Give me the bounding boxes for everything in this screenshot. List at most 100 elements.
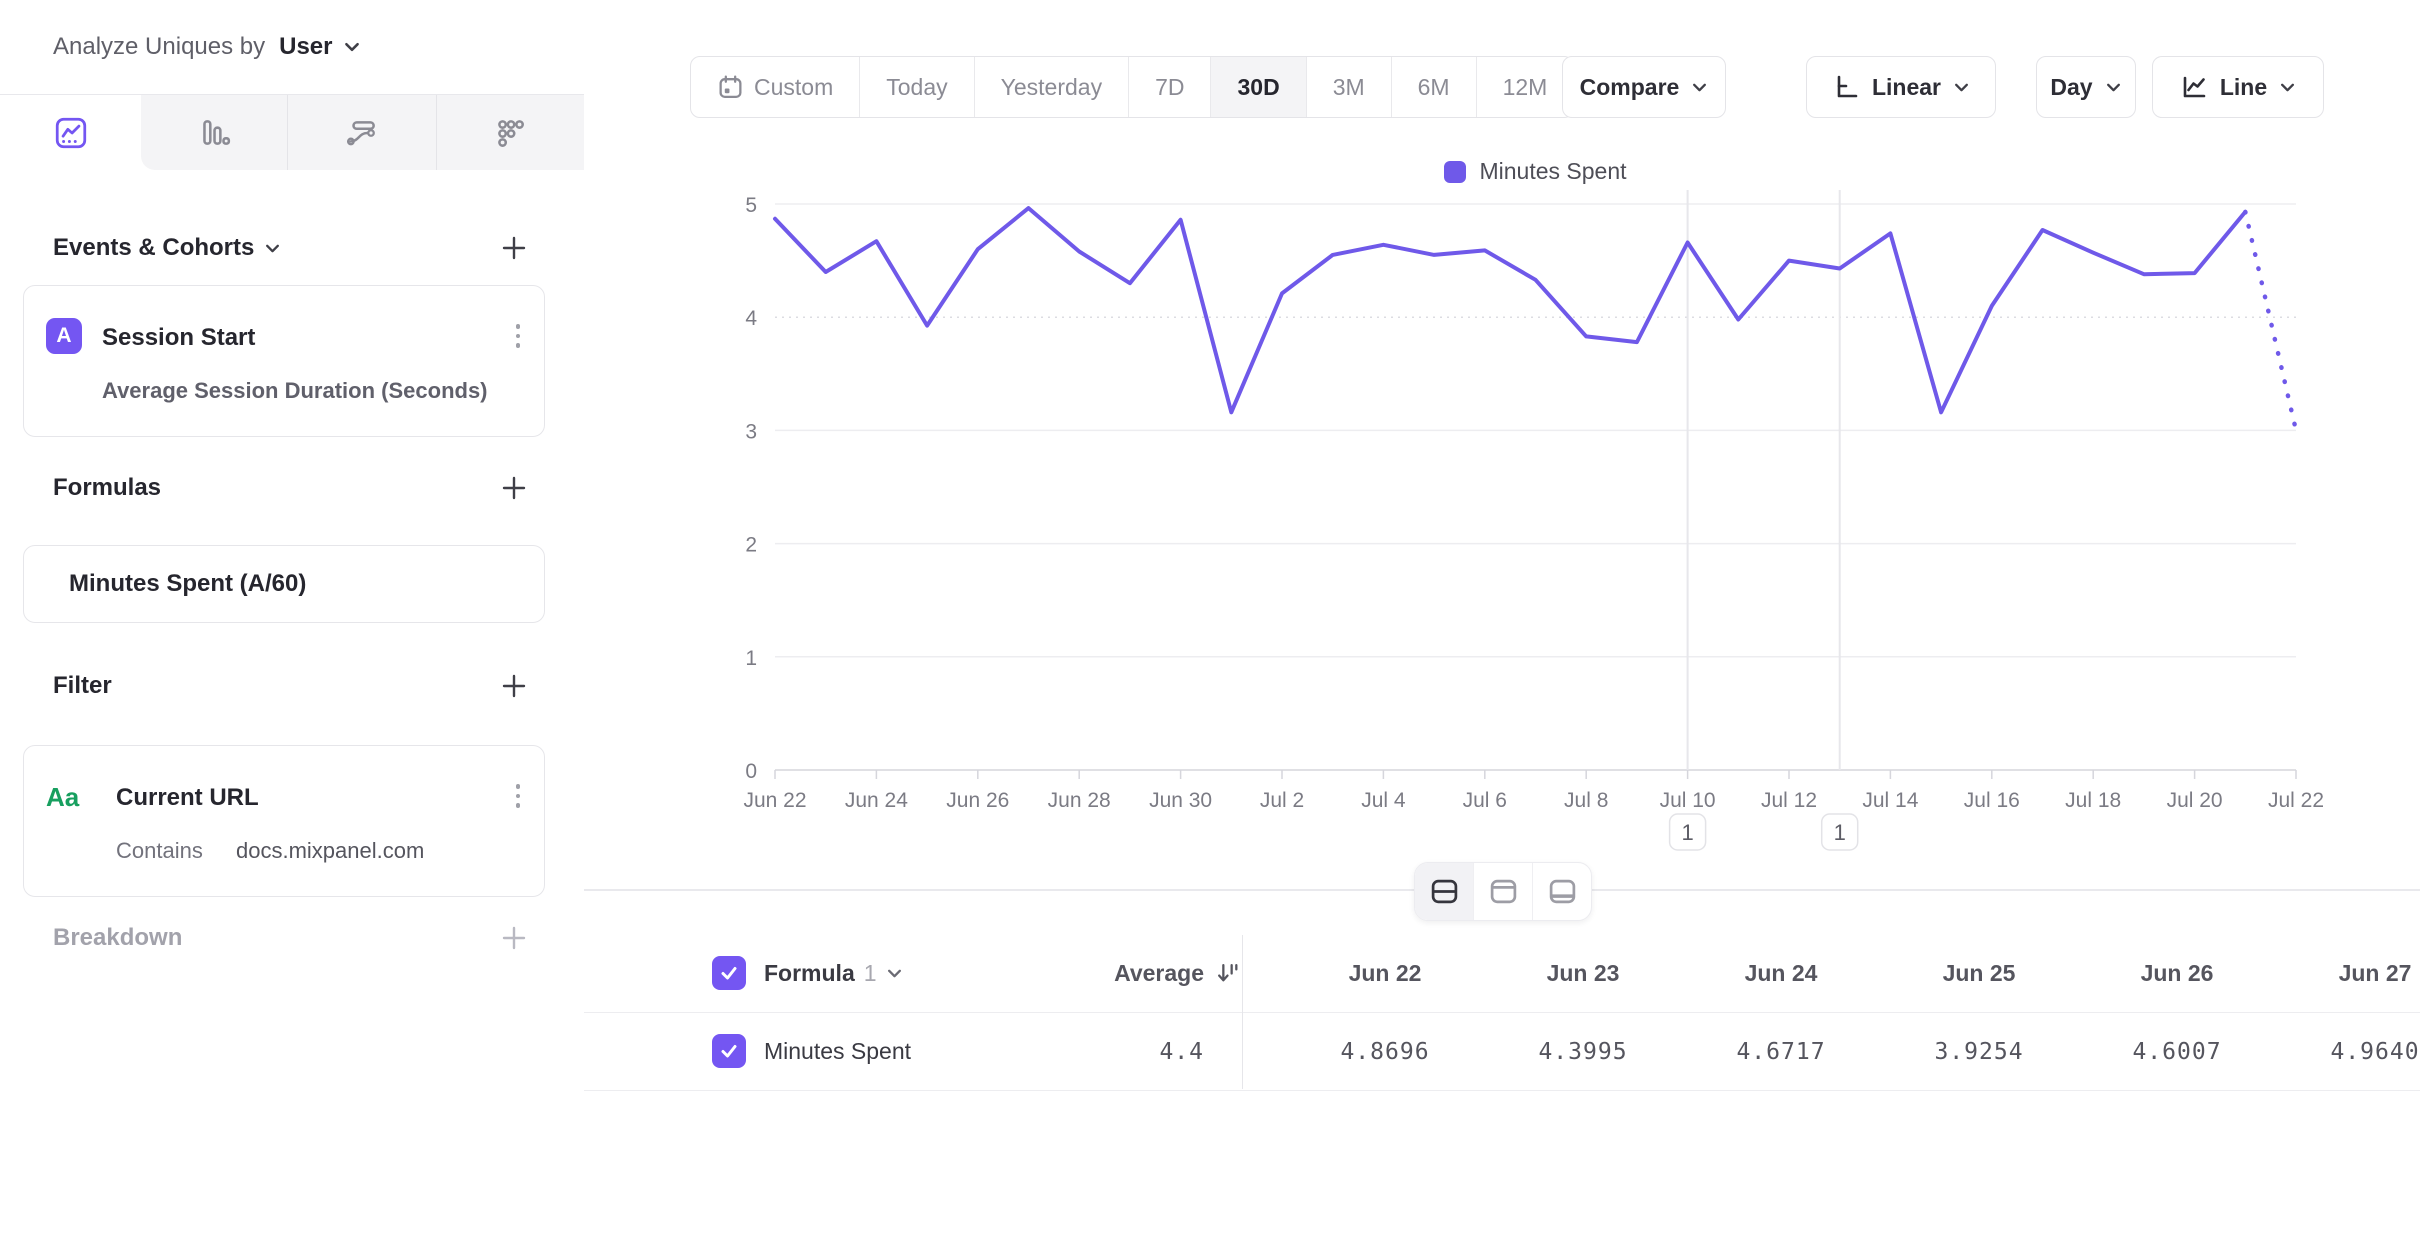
event-aggregation[interactable]: Average Session Duration (Seconds) xyxy=(102,378,488,403)
date-range-control: Custom Today Yesterday 7D 30D 3M 6M 12M xyxy=(690,56,1575,118)
compare-label: Compare xyxy=(1579,73,1680,100)
chart-top-view-button[interactable] xyxy=(1473,863,1532,920)
formulas-section-title: Formulas xyxy=(53,474,162,501)
formula-card[interactable]: Minutes Spent (A/60) xyxy=(23,545,545,623)
date-range-label: Custom xyxy=(754,73,834,100)
interval-label: Day xyxy=(2050,73,2093,100)
date-range-custom[interactable]: Custom xyxy=(691,57,859,117)
add-breakdown-button[interactable] xyxy=(499,923,529,953)
date-range-yesterday[interactable]: Yesterday xyxy=(973,57,1128,117)
average-column-header[interactable]: Average xyxy=(1114,960,1204,986)
x-axis-label: Jul 4 xyxy=(1361,789,1406,812)
x-axis-label: Jun 28 xyxy=(1048,789,1111,812)
y-axis-label: 5 xyxy=(745,194,757,217)
series-name[interactable]: Minutes Spent xyxy=(764,1038,912,1064)
event-card[interactable]: A Session Start Average Session Duration… xyxy=(23,285,545,437)
chart-top-view-icon xyxy=(1490,879,1516,904)
series-average-value: 4.4 xyxy=(1159,1038,1204,1065)
y-axis-label: 0 xyxy=(745,760,757,783)
scale-button[interactable]: Linear xyxy=(1806,56,1996,118)
x-axis-label: Jun 30 xyxy=(1149,789,1212,812)
chevron-down-icon xyxy=(2106,83,2120,91)
x-axis-label: Jun 22 xyxy=(743,789,806,812)
series-value-cell: 4.8696 xyxy=(1340,1038,1430,1065)
date-range-3m[interactable]: 3M xyxy=(1305,57,1391,117)
date-column-header[interactable]: Jun 26 xyxy=(2140,960,2214,986)
date-range-label: 3M xyxy=(1332,73,1365,100)
scale-label: Linear xyxy=(1871,73,1942,100)
add-filter-button[interactable] xyxy=(499,671,529,701)
table-bottom-view-button[interactable] xyxy=(1532,863,1591,920)
sort-icon[interactable] xyxy=(1214,960,1241,992)
filter-operator[interactable]: Contains xyxy=(116,838,203,863)
compare-button[interactable]: Compare xyxy=(1562,56,1726,118)
x-axis-label: Jul 14 xyxy=(1862,789,1918,812)
date-range-7d[interactable]: 7D xyxy=(1128,57,1210,117)
formula-expression[interactable]: Minutes Spent (A/60) xyxy=(69,570,307,597)
chevron-down-icon xyxy=(266,244,280,252)
event-kebab-menu[interactable] xyxy=(515,324,520,348)
formula-header[interactable]: Formula 1 xyxy=(764,935,903,1012)
analyze-uniques-value[interactable]: User xyxy=(279,33,333,60)
insights-line-tab[interactable] xyxy=(0,95,141,170)
date-range-label: Yesterday xyxy=(1000,73,1103,100)
annotation-badge[interactable] xyxy=(1668,813,1707,851)
filter-value[interactable]: docs.mixpanel.com xyxy=(236,838,425,863)
chevron-down-icon xyxy=(2281,83,2295,91)
formulas-section-header: Formulas xyxy=(53,473,529,503)
x-axis-label: Jun 26 xyxy=(946,789,1009,812)
series-checkbox[interactable] xyxy=(712,1034,746,1068)
date-range-label: Today xyxy=(886,73,948,100)
annotation-badge[interactable] xyxy=(1820,813,1859,851)
series-value-cell: 4.9640 xyxy=(2330,1038,2420,1065)
x-axis-label: Jul 22 xyxy=(2268,789,2324,812)
line-chart[interactable]: 0 1 2 3 4 5 1 1 Jun 22 Jun 24 Jun 26 Jun 28 Jun 30 Ju… xyxy=(584,11,2420,891)
x-axis-label: Jul 8 xyxy=(1564,789,1608,812)
date-range-12m[interactable]: 12M xyxy=(1475,57,1574,117)
check-icon xyxy=(721,1045,737,1058)
x-axis-label: Jun 24 xyxy=(845,789,908,812)
flows-icon xyxy=(346,120,375,145)
date-range-label: 12M xyxy=(1502,73,1548,100)
add-formula-button[interactable] xyxy=(499,473,529,503)
breakdown-section-title: Breakdown xyxy=(53,924,183,951)
events-section-title[interactable]: Events & Cohorts xyxy=(53,234,281,262)
events-title-text: Events & Cohorts xyxy=(53,234,255,261)
filter-property-name[interactable]: Current URL xyxy=(116,784,259,811)
bar-chart-icon xyxy=(203,119,231,145)
date-range-label: 30D xyxy=(1237,73,1280,100)
table-row[interactable]: Minutes Spent 4.4 4.8696 4.3995 4.6717 3.92… xyxy=(584,1012,2420,1091)
date-range-30d[interactable]: 30D xyxy=(1210,57,1306,117)
date-range-6m[interactable]: 6M xyxy=(1390,57,1476,117)
view-toggle xyxy=(1414,862,1592,921)
annotation-count: 1 xyxy=(1681,820,1693,845)
date-column-header[interactable]: Jun 25 xyxy=(1942,960,2016,986)
interval-button[interactable]: Day xyxy=(2036,56,2136,118)
analyze-uniques-label: Analyze Uniques by xyxy=(53,33,266,60)
legend-swatch xyxy=(1444,160,1467,183)
dots-grid-tab[interactable] xyxy=(436,95,584,170)
bar-chart-tab[interactable] xyxy=(141,95,287,170)
date-column-header[interactable]: Jun 22 xyxy=(1348,960,1422,986)
chevron-down-icon[interactable] xyxy=(343,38,361,56)
analyze-uniques-row: Analyze Uniques by User xyxy=(53,33,361,61)
formula-checkbox[interactable] xyxy=(712,956,746,990)
filter-card[interactable]: Aa Current URL Contains docs.mixpanel.co… xyxy=(23,745,545,897)
split-view-button[interactable] xyxy=(1415,863,1473,920)
add-event-button[interactable] xyxy=(499,233,529,263)
date-range-today[interactable]: Today xyxy=(859,57,973,117)
date-column-header[interactable]: Jun 24 xyxy=(1744,960,1818,986)
chart-type-button[interactable]: Line xyxy=(2152,56,2324,118)
date-column-header[interactable]: Jun 27 xyxy=(2338,960,2412,986)
event-name[interactable]: Session Start xyxy=(102,324,256,351)
legend-item[interactable]: Minutes Spent xyxy=(1444,158,1627,185)
y-axis-label: 4 xyxy=(745,307,757,330)
filter-kebab-menu[interactable] xyxy=(515,784,520,808)
events-section-header: Events & Cohorts xyxy=(53,233,529,263)
chevron-down-icon xyxy=(887,969,901,978)
date-column-header[interactable]: Jun 23 xyxy=(1546,960,1620,986)
tab-separator xyxy=(436,95,437,170)
x-axis-label: Jul 10 xyxy=(1660,789,1716,812)
flows-tab[interactable] xyxy=(287,95,436,170)
